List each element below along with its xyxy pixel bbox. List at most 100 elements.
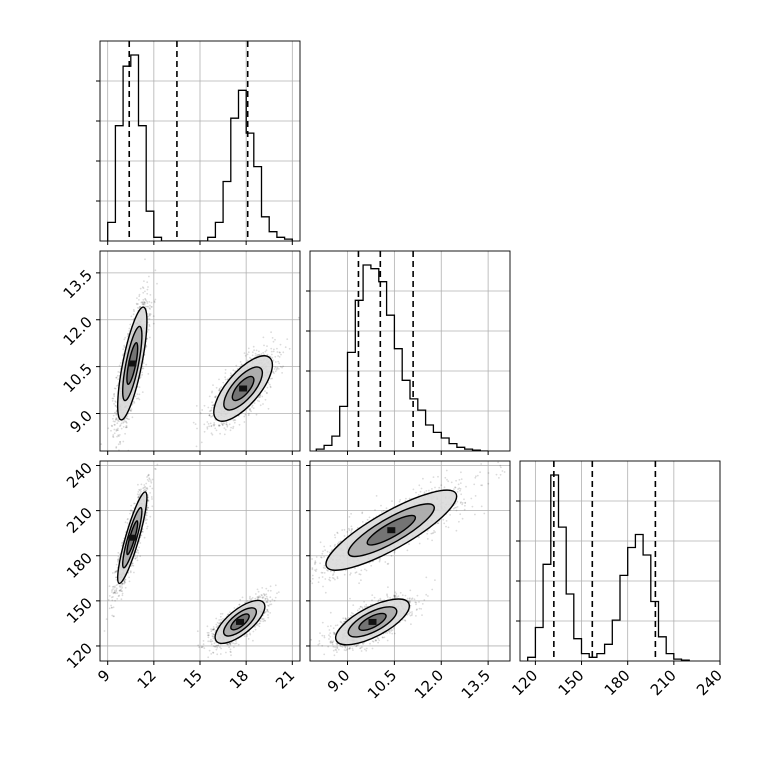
- xz-sample-point: [115, 579, 118, 581]
- xy-sample-point: [210, 407, 213, 409]
- xz-sample-point: [265, 593, 268, 596]
- xz-sample-point: [117, 555, 120, 558]
- xz-sample-point: [147, 506, 150, 509]
- xy-sample-point: [251, 354, 254, 357]
- xy-sample-point: [243, 352, 246, 354]
- xy-sample-point: [251, 351, 254, 354]
- xy-sample-point: [114, 400, 117, 403]
- xz-sample-point: [151, 487, 154, 490]
- xy-sample-point: [147, 305, 150, 308]
- xy-sample-point: [142, 362, 145, 364]
- xz-sample-point: [114, 585, 116, 588]
- xz-sample-point: [207, 656, 210, 659]
- xy-sample-point: [113, 428, 116, 431]
- xy-sample-point: [143, 302, 146, 304]
- xy-sample-point: [123, 344, 126, 347]
- xy-sample-point: [211, 390, 214, 393]
- xz-sample-point: [139, 489, 141, 492]
- xy-sample-point: [117, 371, 120, 373]
- xy-sample-point: [261, 395, 264, 398]
- xz-sample-point: [138, 493, 141, 496]
- xz-sample-point: [121, 544, 123, 547]
- xy-sample-point: [247, 414, 250, 417]
- xy-sample-point: [243, 421, 246, 423]
- xz-sample-point: [126, 518, 129, 521]
- xz-sample-point: [121, 582, 124, 585]
- hist-y-histogram-steps: [315, 264, 489, 451]
- xy-sample-point: [114, 418, 117, 421]
- xy-sample-point: [115, 414, 118, 416]
- xy-sample-point: [148, 307, 151, 310]
- xy-sample-point: [211, 401, 214, 404]
- xz-sample-point: [132, 564, 135, 567]
- xz-sample-point: [261, 617, 263, 620]
- xy-sample-point: [150, 306, 153, 308]
- xy-sample-point: [271, 337, 274, 339]
- xy-sample-point: [116, 429, 119, 431]
- xy-sample-point: [119, 440, 122, 443]
- xy-sample-point: [138, 305, 141, 308]
- xz-sample-point: [115, 576, 118, 579]
- xy-sample-point: [141, 286, 144, 289]
- xy-sample-point: [222, 424, 224, 426]
- xy-sample-point: [142, 298, 145, 301]
- xz-sample-point: [151, 498, 153, 500]
- xz-sample-point: [136, 555, 139, 557]
- xy-sample-point: [111, 400, 114, 402]
- xy-sample-point: [114, 404, 117, 407]
- xz-sample-point: [146, 511, 148, 514]
- xy-sample-point: [279, 351, 281, 354]
- xy-sample-point: [280, 353, 282, 356]
- xz-sample-point: [145, 487, 148, 490]
- xz-sample-point: [147, 474, 150, 476]
- xy-sample-point: [154, 298, 157, 301]
- xy-sample-point: [149, 304, 151, 307]
- xz-sample-point: [137, 491, 140, 493]
- xy-sample-point: [272, 359, 275, 362]
- xz-sample-point: [124, 578, 127, 581]
- xy-sample-point: [279, 343, 282, 346]
- xz-sample-point: [249, 599, 252, 601]
- hist-z-frame: [519, 460, 721, 662]
- xy-sample-point: [135, 302, 138, 305]
- xz-sample-point: [112, 592, 115, 595]
- xy-sample-point: [270, 347, 273, 350]
- xz-sample-point: [112, 615, 115, 618]
- xy-sample-point: [282, 365, 284, 368]
- xz-sample-point: [261, 587, 264, 589]
- xy-sample-point: [270, 353, 273, 356]
- xy-sample-point: [192, 421, 195, 424]
- xy-sample-point: [214, 395, 217, 398]
- xz-sample-point: [140, 488, 142, 491]
- xy-sample-point: [143, 303, 146, 306]
- xz-sample-point: [123, 582, 125, 585]
- xy-sample-point: [274, 366, 277, 369]
- xz-sample-point: [111, 599, 114, 602]
- xy-sample-point: [215, 386, 218, 389]
- xz-sample-point: [121, 594, 124, 597]
- xz-sample-point: [121, 541, 124, 544]
- xy-sample-point: [274, 361, 277, 363]
- xz-sample-point: [120, 598, 123, 601]
- xz-sample-point: [144, 485, 147, 488]
- xy-sample-point: [225, 423, 228, 426]
- xz-sample-point: [133, 502, 135, 505]
- xy-sample-point: [146, 288, 149, 291]
- xy-sample-point: [218, 378, 220, 381]
- xz-sample-point: [120, 590, 123, 592]
- xy-sample-point: [208, 414, 211, 417]
- xy-sample-point: [248, 412, 250, 415]
- xy-sample-point: [219, 432, 222, 435]
- xz-sample-point: [136, 556, 138, 559]
- xy-sample-point: [146, 292, 149, 295]
- xy-sample-point: [136, 297, 138, 299]
- xy-sample-point: [136, 303, 138, 306]
- xz-sample-point: [123, 581, 126, 584]
- hist-y-frame: [309, 250, 511, 452]
- xy-sample-point: [107, 427, 110, 430]
- xy-sample-point: [136, 397, 138, 400]
- xy-sample-point: [113, 392, 116, 395]
- xy-sample-point: [271, 356, 274, 359]
- xy-sample-point: [253, 349, 256, 352]
- xy-sample-point: [208, 414, 211, 417]
